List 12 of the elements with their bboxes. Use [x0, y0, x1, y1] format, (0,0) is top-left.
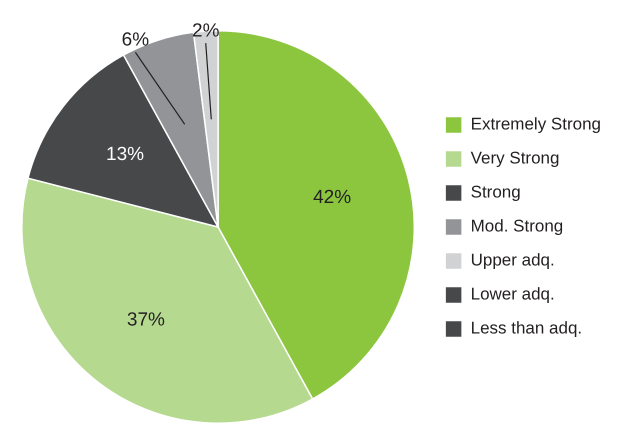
legend-label: Very Strong	[470, 148, 560, 168]
data-label: 42%	[313, 186, 352, 208]
data-label: 13%	[106, 144, 144, 166]
legend-label: Lower adq.	[470, 284, 555, 304]
legend-label: Mod. Strong	[470, 216, 564, 236]
legend-label: Extremely Strong	[470, 114, 602, 134]
data-label: 37%	[126, 309, 166, 330]
data-label: 2%	[192, 20, 220, 42]
legend-label: Upper adq.	[470, 250, 555, 270]
legend-label: Less than adq.	[470, 318, 582, 338]
legend-label: Strong	[470, 182, 521, 202]
data-label: 6%	[122, 30, 150, 51]
